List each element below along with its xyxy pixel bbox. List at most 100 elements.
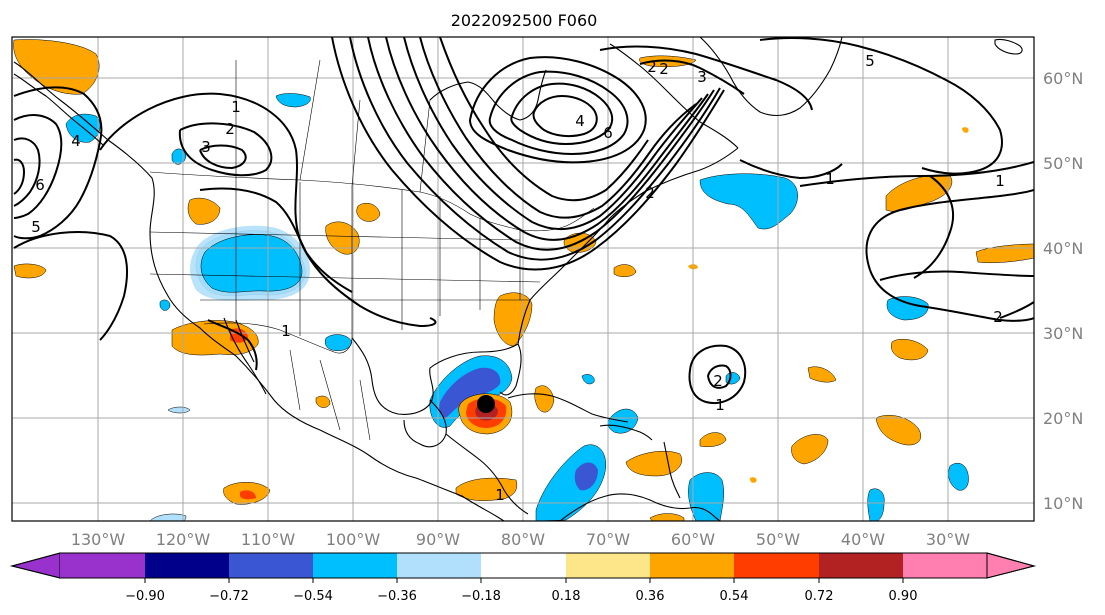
map-panel: 1 2 1 2 3 4 5 6 3 2 5 6 4 1 1 2 1 2 2 1 bbox=[11, 36, 1035, 522]
contour-label: 6 bbox=[603, 124, 613, 142]
lon-label: 40°W bbox=[841, 530, 885, 549]
border-canada-provinces bbox=[235, 59, 431, 193]
contour-trough-2 bbox=[349, 37, 721, 261]
contour-low-hudson-1 bbox=[468, 56, 647, 164]
contour-label: 3 bbox=[697, 68, 707, 86]
shade-orange-east25 bbox=[807, 366, 837, 383]
shade-orange-east-strip bbox=[975, 243, 1034, 264]
contour-label: 5 bbox=[31, 218, 41, 236]
contour-atl-ridge bbox=[739, 159, 843, 180]
colorbar-tick-label: 0.72 bbox=[805, 589, 834, 604]
colorbar-segment bbox=[481, 553, 566, 578]
contour-low-hudson-3 bbox=[510, 82, 614, 146]
colorbar-tick-label: 0.36 bbox=[636, 589, 665, 604]
map-frame bbox=[11, 36, 1035, 522]
contour-trough-5 bbox=[403, 37, 703, 231]
shade-orange-cuba bbox=[534, 385, 555, 413]
shade-orange-small2 bbox=[962, 127, 969, 133]
lon-label: 120°W bbox=[156, 530, 211, 549]
contour-low-hudson-4 bbox=[532, 94, 598, 138]
contour-label: 1 bbox=[825, 170, 835, 188]
shade-orange-carib-e bbox=[625, 451, 682, 477]
coast-greenland bbox=[699, 37, 843, 117]
shade-orange-east30 bbox=[891, 339, 929, 361]
contour-atl-2b bbox=[879, 270, 1034, 281]
coast-north-america-west bbox=[13, 61, 505, 521]
contour-3 bbox=[199, 144, 247, 170]
contour-mid-low-2 bbox=[706, 364, 732, 389]
contour-atl-2c bbox=[999, 301, 1034, 319]
colorbar-segment bbox=[903, 553, 987, 578]
contour-ca-2 bbox=[13, 114, 63, 219]
lon-label: 90°W bbox=[416, 530, 460, 549]
contour-label: 2 bbox=[647, 58, 657, 76]
shaded-field bbox=[13, 39, 1034, 521]
lon-label: 50°W bbox=[756, 530, 800, 549]
colorbar-segment bbox=[734, 553, 819, 578]
colorbar-tick-label: 0.54 bbox=[720, 589, 749, 604]
colorbar-segment bbox=[650, 553, 734, 578]
contour-label: 2 bbox=[993, 308, 1003, 326]
storm-center-marker bbox=[477, 395, 495, 413]
coast-south-america bbox=[559, 493, 721, 521]
colorbar-tick-label: −0.90 bbox=[125, 589, 165, 604]
contour-atl-1c bbox=[869, 269, 1034, 322]
contour-label: 6 bbox=[35, 176, 45, 194]
contour-trough-3 bbox=[367, 37, 715, 251]
contour-label: 1 bbox=[995, 172, 1005, 190]
contour-atl-1 bbox=[799, 161, 1034, 187]
contour-label: 5 bbox=[865, 52, 875, 70]
coast-baja bbox=[223, 317, 267, 395]
contour-east-1 bbox=[913, 175, 955, 279]
coast-iceland bbox=[994, 38, 1023, 55]
lon-label: 80°W bbox=[501, 530, 545, 549]
coast-hudson-bay bbox=[429, 69, 547, 121]
lat-label: 50°N bbox=[1043, 154, 1083, 173]
contour-trough-6 bbox=[419, 37, 697, 219]
colorbar-segment bbox=[60, 553, 145, 578]
shade-orange-mid20 bbox=[791, 434, 829, 465]
lat-label: 10°N bbox=[1043, 494, 1083, 513]
shade-orange-honduras bbox=[455, 477, 518, 501]
lon-label: 70°W bbox=[586, 530, 630, 549]
lat-label: 20°N bbox=[1043, 409, 1083, 428]
shade-blue-east bbox=[948, 463, 969, 491]
contour-label: 2 bbox=[645, 184, 655, 202]
contour-atl-1b bbox=[865, 189, 1034, 271]
shade-blue-south bbox=[688, 472, 724, 521]
colorbar-tick-labels: −0.90 −0.72 −0.54 −0.36 −0.18 0.18 0.36 … bbox=[125, 589, 917, 604]
contour-labels: 1 2 1 2 3 4 5 6 3 2 5 6 4 1 1 2 1 2 2 1 bbox=[31, 52, 1005, 504]
contour-label: 1 bbox=[231, 98, 241, 116]
colorbar-segment bbox=[313, 553, 397, 578]
colorbar-tick-label: −0.54 bbox=[293, 589, 333, 604]
colorbar-segment bbox=[145, 553, 229, 578]
colorbar-min-extend bbox=[10, 552, 61, 579]
colorbar-tick-label: −0.72 bbox=[209, 589, 249, 604]
coastlines bbox=[13, 37, 1023, 521]
lat-label: 30°N bbox=[1043, 324, 1083, 343]
contour-label: 1 bbox=[495, 486, 505, 504]
contour-label: 4 bbox=[71, 132, 81, 150]
contour-west-1 bbox=[13, 231, 129, 341]
shade-orange-small3 bbox=[750, 477, 757, 483]
coast-gulf-of-mexico bbox=[351, 337, 522, 415]
contour-label: 3 bbox=[201, 138, 211, 156]
shade-orange-bc bbox=[187, 197, 221, 225]
contour-atl-5 bbox=[759, 37, 1003, 175]
shade-blue-se bbox=[867, 488, 885, 521]
shade-orange-dakotas bbox=[325, 221, 360, 255]
coast-yucatan bbox=[403, 399, 447, 448]
coast-antilles bbox=[663, 441, 681, 499]
contour-label: 4 bbox=[575, 112, 585, 130]
contour-label: 2 bbox=[225, 120, 235, 138]
shade-blue-cuba bbox=[581, 374, 595, 385]
contour-trough-7 bbox=[439, 37, 649, 202]
political-borders bbox=[149, 59, 595, 441]
shade-orange-east20 bbox=[875, 415, 922, 446]
colorbar-outline bbox=[10, 552, 1036, 579]
shade-orange-pacific bbox=[13, 263, 47, 279]
contour-trough-4 bbox=[385, 37, 709, 241]
colorbar-tick-label: −0.36 bbox=[377, 589, 417, 604]
lat-label: 40°N bbox=[1043, 239, 1083, 258]
